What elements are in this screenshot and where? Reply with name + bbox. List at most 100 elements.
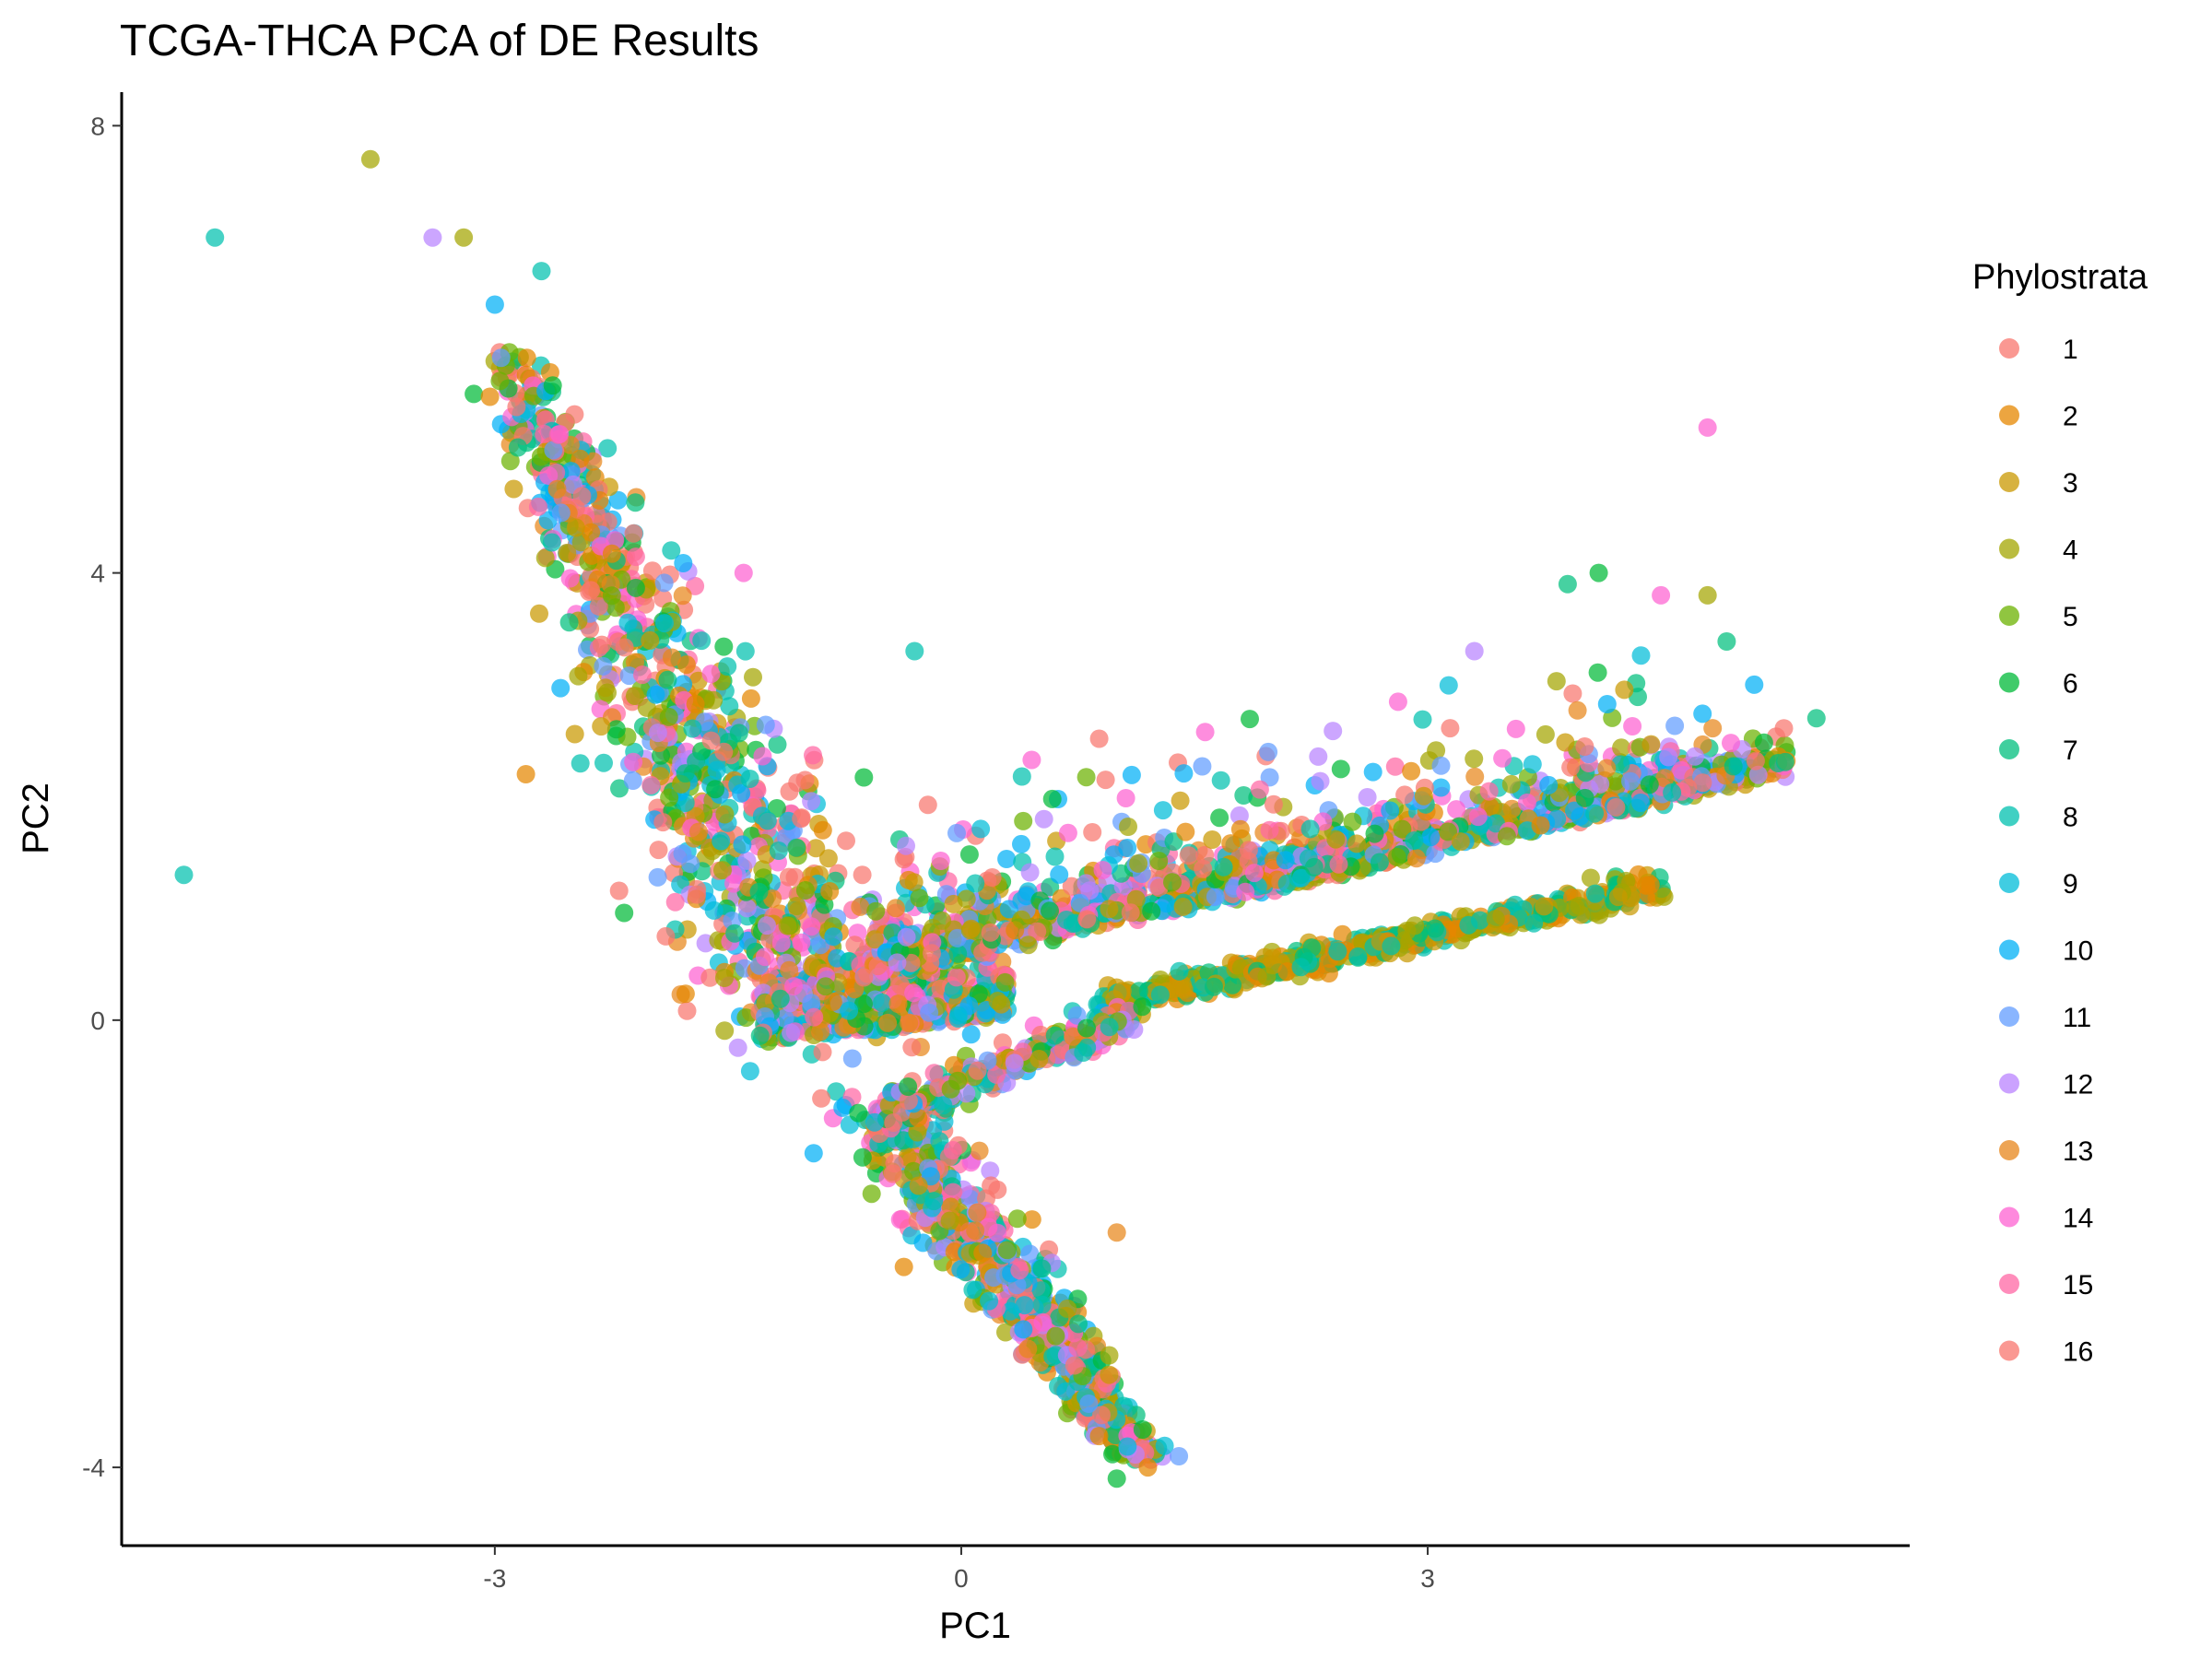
data-point (1077, 874, 1096, 893)
data-point (899, 1091, 918, 1111)
data-point (1612, 738, 1631, 758)
data-point (854, 768, 874, 787)
data-point (465, 384, 484, 404)
data-point (845, 935, 865, 955)
data-point (1022, 750, 1041, 770)
data-point (1170, 1447, 1189, 1465)
data-point (1652, 585, 1671, 605)
data-point (1606, 771, 1625, 791)
data-point (1406, 849, 1426, 868)
data-point (1324, 722, 1343, 741)
data-point (480, 387, 500, 406)
data-point (740, 770, 759, 788)
data-point (677, 655, 696, 675)
data-point (1257, 967, 1277, 986)
data-point (1585, 884, 1605, 903)
data-point (1170, 961, 1189, 981)
data-point (1309, 747, 1328, 766)
data-point (1570, 896, 1589, 915)
data-point (769, 841, 788, 860)
data-point (508, 438, 527, 457)
data-point (756, 994, 775, 1013)
data-point (779, 867, 798, 887)
data-point (1093, 861, 1112, 879)
data-point (973, 1243, 993, 1263)
y-tick-label: 0 (90, 1006, 105, 1035)
legend-key-13 (1999, 1140, 2019, 1160)
data-point (802, 792, 821, 811)
data-point (959, 845, 979, 865)
data-point (1304, 857, 1324, 877)
data-point (930, 1132, 949, 1151)
data-point (1686, 747, 1704, 766)
data-point (1067, 1006, 1087, 1025)
data-point (1022, 1210, 1041, 1230)
data-point (1493, 748, 1512, 768)
data-point (615, 903, 634, 923)
data-point (1333, 924, 1352, 944)
data-point (897, 836, 915, 855)
data-point (504, 479, 524, 499)
data-point (806, 839, 826, 858)
data-point (507, 397, 526, 417)
data-point (823, 992, 842, 1011)
data-point (913, 1233, 933, 1253)
data-point (706, 780, 725, 799)
data-point (1121, 903, 1140, 923)
data-point (535, 424, 554, 443)
data-point (1277, 874, 1297, 893)
data-point (1724, 757, 1743, 776)
data-point (1431, 778, 1451, 797)
data-point (646, 685, 665, 704)
data-point (1568, 700, 1587, 720)
data-point (1413, 710, 1432, 729)
data-point (516, 765, 535, 783)
data-point (1001, 1301, 1020, 1321)
data-point (1064, 1027, 1083, 1046)
data-point (782, 1023, 801, 1042)
data-point (802, 917, 821, 936)
data-point (873, 993, 891, 1012)
data-point (1100, 1018, 1119, 1037)
data-point (894, 1257, 913, 1277)
data-point (649, 841, 668, 860)
data-point (1631, 794, 1651, 812)
data-point (1575, 788, 1594, 807)
data-point (1497, 827, 1516, 846)
data-point (931, 852, 950, 870)
data-point (1195, 723, 1215, 742)
data-point (641, 775, 661, 794)
data-point (792, 809, 811, 829)
data-point (995, 972, 1015, 992)
data-point (787, 838, 806, 857)
data-point (1174, 980, 1194, 999)
data-point (659, 707, 678, 726)
data-point (996, 1323, 1015, 1342)
data-point (1089, 729, 1109, 748)
data-point (1031, 1025, 1051, 1044)
data-point (1083, 823, 1102, 841)
data-point (888, 953, 907, 972)
data-point (854, 968, 874, 987)
data-point (582, 581, 601, 600)
data-point (715, 969, 734, 987)
data-point (1173, 897, 1193, 916)
data-point (542, 533, 561, 552)
data-point (598, 683, 617, 702)
data-point (551, 678, 571, 698)
scatter-points (174, 149, 1826, 1488)
data-point (813, 820, 832, 840)
data-point (1326, 830, 1346, 849)
data-point (1046, 1326, 1065, 1346)
data-point (1331, 759, 1350, 779)
data-point (1032, 1259, 1052, 1278)
data-point (725, 924, 745, 943)
data-point (712, 831, 731, 851)
data-point (704, 690, 724, 710)
data-point (923, 944, 941, 963)
data-point (1641, 876, 1660, 894)
data-point (543, 376, 562, 395)
data-point (803, 958, 822, 977)
legend-key-2 (1999, 405, 2019, 426)
